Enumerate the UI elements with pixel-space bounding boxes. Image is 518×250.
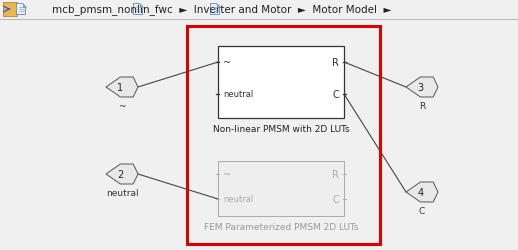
Polygon shape (210, 4, 220, 16)
Text: ~: ~ (223, 169, 231, 179)
Polygon shape (134, 4, 142, 16)
Text: FEM Parameterized PMSM 2D LUTs: FEM Parameterized PMSM 2D LUTs (204, 222, 358, 231)
Polygon shape (406, 182, 438, 202)
Polygon shape (17, 4, 25, 16)
Bar (3, 3, 17, 17)
Polygon shape (139, 4, 142, 8)
Text: C: C (332, 194, 339, 204)
Text: mcb_pmsm_nonlin_fwc  ►  Inverter and Motor  ►  Motor Model  ►: mcb_pmsm_nonlin_fwc ► Inverter and Motor… (52, 4, 392, 16)
Text: R: R (419, 102, 425, 110)
Polygon shape (22, 4, 25, 8)
Bar (187, 27, 380, 244)
Text: ~: ~ (223, 58, 231, 68)
Text: C: C (332, 90, 339, 100)
Bar (218, 47, 344, 118)
Text: C: C (419, 206, 425, 215)
Text: 3: 3 (418, 83, 423, 93)
Text: neutral: neutral (223, 90, 253, 99)
Polygon shape (106, 78, 138, 98)
Bar (218, 161, 344, 216)
Bar (0, 0, 518, 20)
Text: R: R (332, 169, 339, 179)
Text: 1: 1 (118, 83, 123, 93)
Text: Non-linear PMSM with 2D LUTs: Non-linear PMSM with 2D LUTs (213, 124, 349, 134)
Text: neutral: neutral (223, 195, 253, 204)
Text: 2: 2 (117, 169, 123, 179)
Polygon shape (217, 4, 220, 8)
Text: R: R (332, 58, 339, 68)
Text: ~: ~ (118, 102, 126, 110)
Polygon shape (106, 164, 138, 184)
Text: neutral: neutral (106, 188, 138, 197)
Polygon shape (406, 78, 438, 98)
Text: 4: 4 (418, 187, 423, 197)
